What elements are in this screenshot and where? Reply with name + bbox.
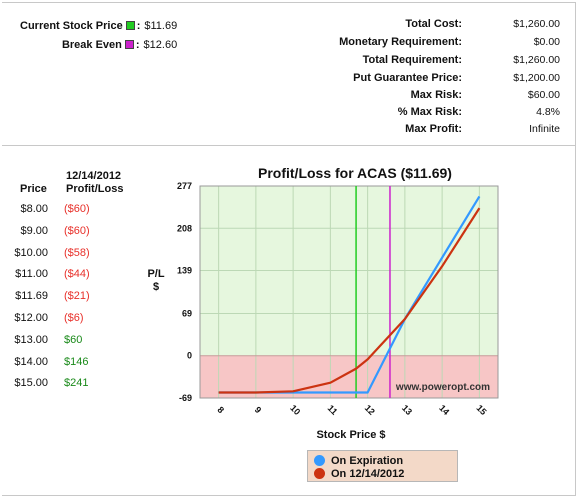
bottom-border — [2, 495, 575, 496]
pl-table-row: $9.00 ($60) — [0, 225, 150, 247]
metric-value: $60.00 — [527, 89, 560, 101]
y-tick-label: 0 — [187, 351, 192, 361]
metric-label: Total Requirement: — [362, 54, 462, 66]
pl-table-row: $10.00 ($58) — [0, 247, 150, 269]
y-axis-title: P/L $ — [146, 268, 166, 294]
pl-value-cell: $241 — [64, 377, 89, 390]
pl-table-row: $14.00 $146 — [0, 356, 150, 378]
legend-item-date: On 12/14/2012 — [314, 467, 457, 480]
metric-value: Infinite — [529, 123, 560, 135]
metric-label: Max Profit: — [405, 123, 462, 135]
x-tick-label: 15 — [474, 403, 488, 417]
pl-price-cell: $9.00 — [20, 224, 48, 237]
pl-price-cell: $11.00 — [15, 268, 48, 281]
break-even-row: Break Even : $12.60 — [61, 38, 178, 51]
pl-table-row: $13.00 $60 — [0, 334, 150, 356]
date-series-line — [218, 207, 481, 394]
metric-value: 4.8% — [536, 106, 560, 118]
pl-table-row: $15.00 $241 — [0, 377, 150, 399]
pl-price-cell: $8.00 — [20, 203, 48, 215]
metric-value: $1,260.00 — [513, 54, 560, 66]
watermark-text: www.poweropt.com — [395, 382, 490, 393]
metric-value: $0.00 — [533, 36, 560, 48]
x-tick-label: 13 — [400, 403, 414, 417]
metric-label: Monetary Requirement: — [339, 36, 462, 48]
middle-divider — [2, 145, 575, 146]
x-tick-label: 12 — [363, 403, 377, 417]
metric-value: $1,260.00 — [513, 18, 560, 30]
metric-row: Monetary Requirement: $0.00 — [300, 33, 560, 51]
x-tick-label: 8 — [215, 405, 226, 416]
metric-row: % Max Risk: 4.8% — [300, 103, 560, 121]
pl-table-row: $11.00 ($44) — [0, 268, 150, 290]
legend-dot-icon — [314, 468, 325, 479]
y-axis-title-line: P/L — [147, 268, 165, 280]
pl-column-title: Profit/Loss — [66, 183, 124, 195]
y-tick-label: 277 — [177, 181, 192, 191]
y-tick-label: -69 — [179, 393, 192, 403]
current-price-label: Current Stock Price — [20, 19, 123, 32]
pl-value-cell: ($6) — [64, 311, 84, 324]
break-even-value: $12.60 — [143, 38, 178, 51]
y-tick-label: 69 — [182, 308, 192, 318]
metric-row: Total Cost: $1,260.00 — [300, 15, 560, 33]
pl-value-cell: $60 — [64, 333, 83, 346]
current-price-row: Current Stock Price : $11.69 — [20, 19, 178, 32]
x-tick-label: 9 — [253, 405, 264, 416]
x-tick-label: 11 — [326, 403, 340, 417]
plot-border — [199, 185, 499, 399]
pl-value-cell: ($21) — [64, 290, 90, 303]
pl-price-cell: $12.00 — [14, 311, 48, 324]
y-axis-title-unit: $ — [152, 281, 160, 293]
y-tick-label: 139 — [177, 266, 192, 276]
top-divider — [2, 2, 575, 3]
metric-row: Put Guarantee Price: $1,200.00 — [300, 69, 560, 87]
break-even-swatch — [124, 40, 134, 49]
legend-label: On 12/14/2012 — [331, 467, 405, 480]
metric-value: $1,200.00 — [513, 72, 560, 84]
metric-label: Put Guarantee Price: — [353, 72, 462, 84]
chart-title: Profit/Loss for ACAS ($11.69) — [258, 165, 452, 181]
pl-price-cell: $15.00 — [14, 377, 48, 390]
pl-value-cell: ($44) — [64, 268, 90, 281]
metric-label: Total Cost: — [405, 18, 462, 30]
pl-value-cell: $146 — [64, 355, 89, 368]
cost-metrics: Total Cost: $1,260.00 Monetary Requiremen… — [300, 15, 560, 137]
pl-rows: $8.00 ($60) $9.00 ($60) $10.00 ($58) $11.00 ($4… — [0, 203, 150, 399]
legend-item-expiration: On Expiration — [314, 454, 457, 467]
pl-price-cell: $11.69 — [15, 290, 48, 303]
x-axis-title: Stock Price $ — [316, 429, 385, 441]
current-price-swatch — [125, 21, 135, 30]
metric-label: % Max Risk: — [397, 106, 462, 118]
metric-row: Max Risk: $60.00 — [300, 87, 560, 103]
metric-label: Max Risk: — [410, 89, 462, 101]
metric-row: Max Profit: Infinite — [300, 121, 560, 137]
pl-price-cell: $13.00 — [14, 333, 48, 346]
pl-date-header: 12/14/2012 Profit/Loss — [66, 170, 123, 196]
metric-row: Total Requirement: $1,260.00 — [300, 51, 560, 69]
pl-table-row: $12.00 ($6) — [0, 312, 150, 334]
current-price-value: $11.69 — [144, 19, 178, 32]
x-tick-label: 10 — [288, 403, 302, 417]
pl-date: 12/14/2012 — [66, 170, 122, 182]
pl-value-cell: ($58) — [64, 246, 90, 259]
loss-zone — [200, 355, 498, 398]
price-summary: Current Stock Price : $11.69 Break Even … — [20, 16, 177, 54]
legend-label: On Expiration — [331, 454, 404, 467]
break-even-label: Break Even — [61, 38, 122, 51]
pl-value-cell: ($60) — [64, 203, 90, 215]
pl-table-row: $8.00 ($60) — [0, 203, 150, 225]
pl-price-cell: $14.00 — [14, 355, 48, 368]
y-tick-label: 208 — [177, 223, 192, 233]
pl-price-header: Price — [20, 183, 47, 195]
x-tick-label: 14 — [437, 403, 451, 417]
pl-price-cell: $10.00 — [14, 246, 48, 259]
legend-dot-icon — [314, 455, 325, 466]
pl-value-cell: ($60) — [64, 224, 90, 237]
pl-table-row: $11.69 ($21) — [0, 290, 150, 312]
right-border — [575, 2, 576, 496]
chart-legend: On Expiration On 12/14/2012 — [307, 450, 458, 482]
